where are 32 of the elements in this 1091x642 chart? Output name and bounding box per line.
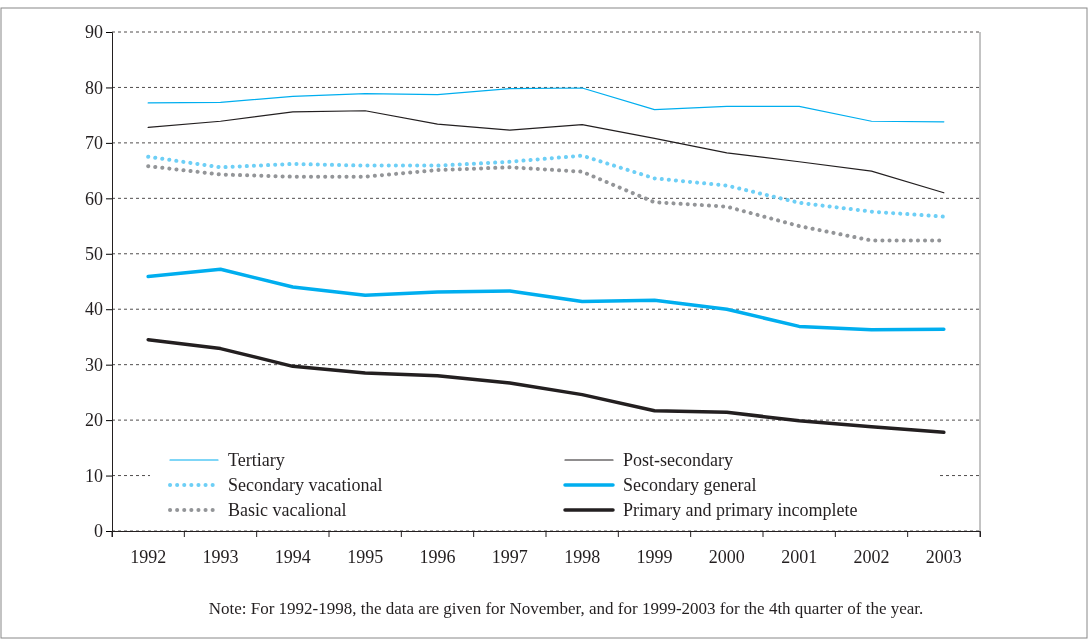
text: Note: For 1992-1998, the data are given for November, and for 1999-2003 for the 4th quarter of the year. — [208, 599, 924, 618]
y-tick-label: 60 — [85, 188, 103, 209]
y-tick-label: 40 — [85, 299, 103, 320]
y-tick-label: 80 — [85, 77, 103, 98]
x-tick-label: 1995 — [347, 547, 384, 568]
line-series — [147, 87, 945, 123]
legend-label: Tertiary — [228, 450, 285, 470]
y-tick-label: 30 — [85, 354, 103, 375]
y-tick-label: 20 — [85, 410, 103, 431]
x-tick-label: 2000 — [708, 547, 745, 568]
line-series — [146, 153, 946, 219]
x-tick-label: 1997 — [491, 547, 528, 568]
x-tick-label: 1999 — [636, 547, 673, 568]
x-tick-label: 1993 — [202, 547, 239, 568]
legend-label: Primary and primary incomplete — [623, 500, 858, 520]
legend-label: Post-secondary — [623, 450, 733, 470]
x-tick-label: 1992 — [130, 547, 167, 568]
x-tick-label: 2003 — [925, 547, 962, 568]
line-series — [146, 267, 946, 332]
y-tick-label: 50 — [85, 244, 103, 265]
y-tick-label: 70 — [85, 133, 103, 154]
y-tick-label: 10 — [85, 465, 103, 486]
x-tick-label: 2002 — [853, 547, 890, 568]
legend-label: Secondary vacational — [228, 475, 383, 495]
x-tick-label: 1996 — [419, 547, 456, 568]
x-tick-label: 1998 — [564, 547, 601, 568]
y-tick-label: 0 — [94, 521, 103, 542]
legend-label: Secondary general — [623, 475, 757, 495]
x-tick-label: 2001 — [781, 547, 818, 568]
y-tick-label: 90 — [85, 22, 103, 43]
legend-label: Basic vacalional — [228, 500, 347, 520]
x-tick-label: 1994 — [274, 547, 311, 568]
